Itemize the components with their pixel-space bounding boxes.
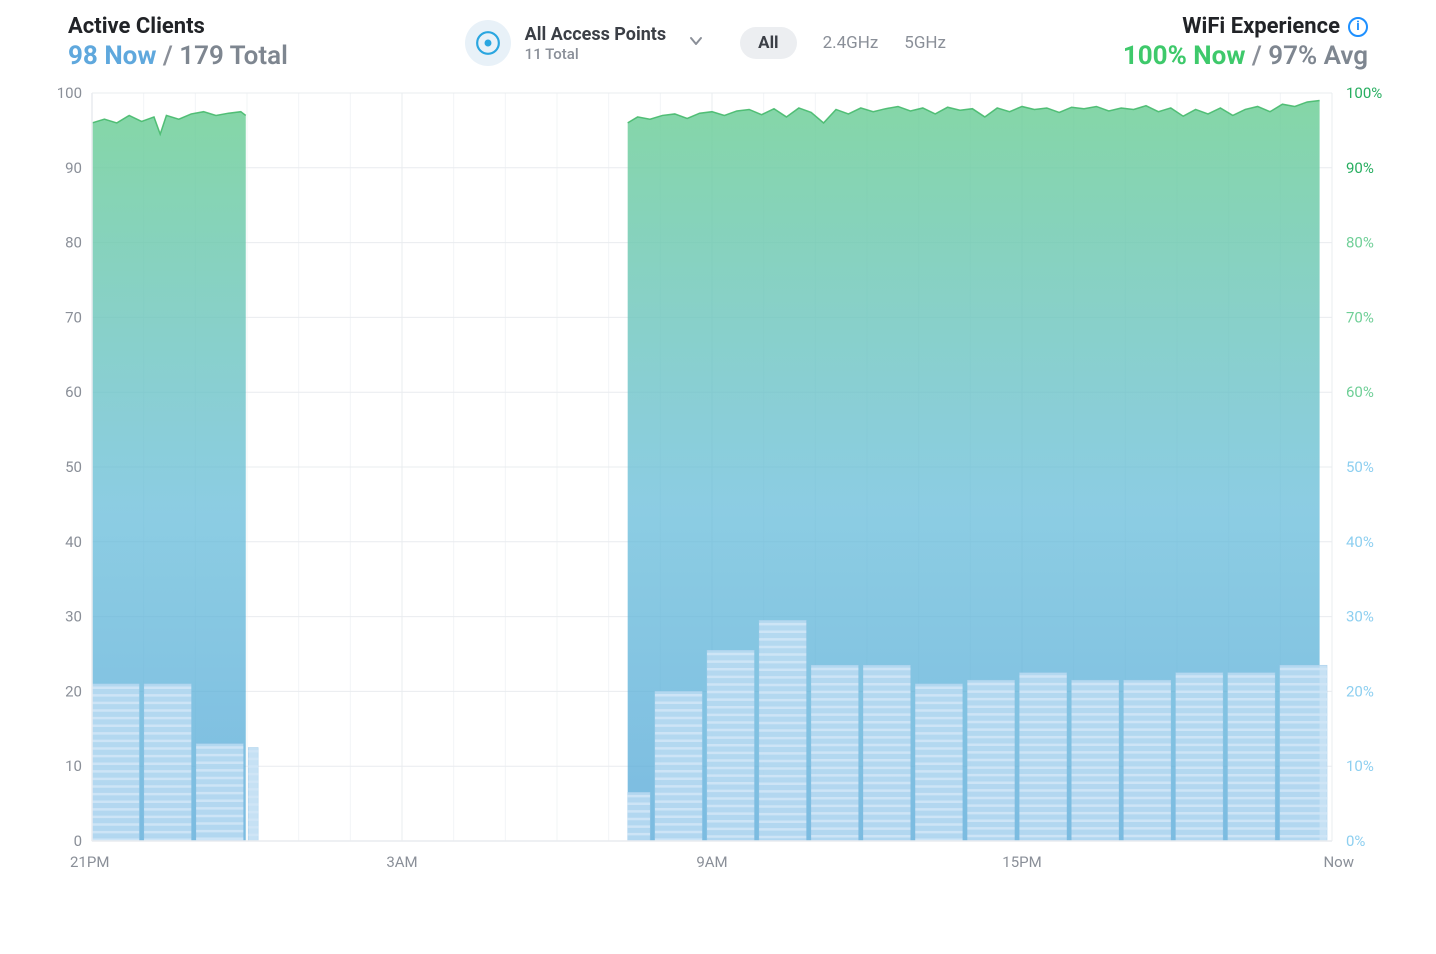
svg-text:10%: 10% bbox=[1346, 757, 1374, 775]
active-clients-block: Active Clients 98 Now / 179 Total bbox=[68, 14, 288, 71]
svg-text:70%: 70% bbox=[1346, 308, 1374, 326]
svg-text:20%: 20% bbox=[1346, 682, 1374, 700]
svg-text:80%: 80% bbox=[1346, 234, 1374, 252]
svg-text:3AM: 3AM bbox=[386, 853, 417, 871]
svg-text:50: 50 bbox=[65, 458, 82, 476]
svg-text:9AM: 9AM bbox=[696, 853, 727, 871]
svg-text:Now: Now bbox=[1323, 853, 1354, 871]
svg-text:30%: 30% bbox=[1346, 608, 1374, 626]
wifi-experience-block: WiFi Experience i 100% Now / 97% Avg bbox=[1123, 14, 1368, 71]
chart-svg: 0 10 20 30 40 50 60 70 80 90 100 0% 10% 20% 30% 40% 50% 6… bbox=[44, 83, 1392, 903]
svg-text:0: 0 bbox=[74, 832, 82, 850]
active-clients-values: 98 Now / 179 Total bbox=[68, 41, 288, 71]
band-toggle: All 2.4GHz 5GHz bbox=[740, 27, 946, 59]
chevron-down-icon bbox=[688, 33, 704, 53]
info-icon[interactable]: i bbox=[1348, 17, 1368, 37]
band-5-button[interactable]: 5GHz bbox=[904, 33, 946, 53]
svg-text:15PM: 15PM bbox=[1002, 853, 1041, 871]
svg-text:90: 90 bbox=[65, 159, 82, 177]
svg-text:30: 30 bbox=[65, 608, 82, 626]
ap-selector-count: 11 Total bbox=[525, 45, 666, 63]
svg-text:40: 40 bbox=[65, 533, 82, 551]
svg-text:10: 10 bbox=[65, 757, 82, 775]
svg-text:20: 20 bbox=[65, 682, 82, 700]
access-point-selector[interactable]: All Access Points 11 Total bbox=[465, 20, 704, 66]
svg-text:70: 70 bbox=[65, 308, 82, 326]
chart-area: 0 10 20 30 40 50 60 70 80 90 100 0% 10% 20% 30% 40% 50% 6… bbox=[44, 83, 1392, 903]
svg-text:21PM: 21PM bbox=[70, 853, 109, 871]
header-center: All Access Points 11 Total All 2.4GHz 5G… bbox=[465, 20, 946, 66]
active-clients-title: Active Clients bbox=[68, 14, 288, 39]
ap-selector-label: All Access Points bbox=[525, 24, 666, 45]
svg-text:0%: 0% bbox=[1346, 832, 1365, 850]
svg-text:80: 80 bbox=[65, 234, 82, 252]
wifi-experience-title: WiFi Experience bbox=[1182, 14, 1340, 39]
svg-text:60%: 60% bbox=[1346, 383, 1374, 401]
access-point-icon bbox=[465, 20, 511, 66]
svg-text:50%: 50% bbox=[1346, 458, 1374, 476]
wifi-experience-values: 100% Now / 97% Avg bbox=[1123, 41, 1368, 71]
dashboard-header: Active Clients 98 Now / 179 Total All Ac… bbox=[44, 14, 1392, 79]
svg-text:90%: 90% bbox=[1346, 159, 1374, 177]
svg-text:40%: 40% bbox=[1346, 533, 1374, 551]
svg-text:100%: 100% bbox=[1346, 84, 1382, 102]
band-all-button[interactable]: All bbox=[740, 27, 796, 59]
band-24-button[interactable]: 2.4GHz bbox=[823, 33, 879, 53]
svg-text:100: 100 bbox=[57, 84, 82, 102]
svg-text:60: 60 bbox=[65, 383, 82, 401]
